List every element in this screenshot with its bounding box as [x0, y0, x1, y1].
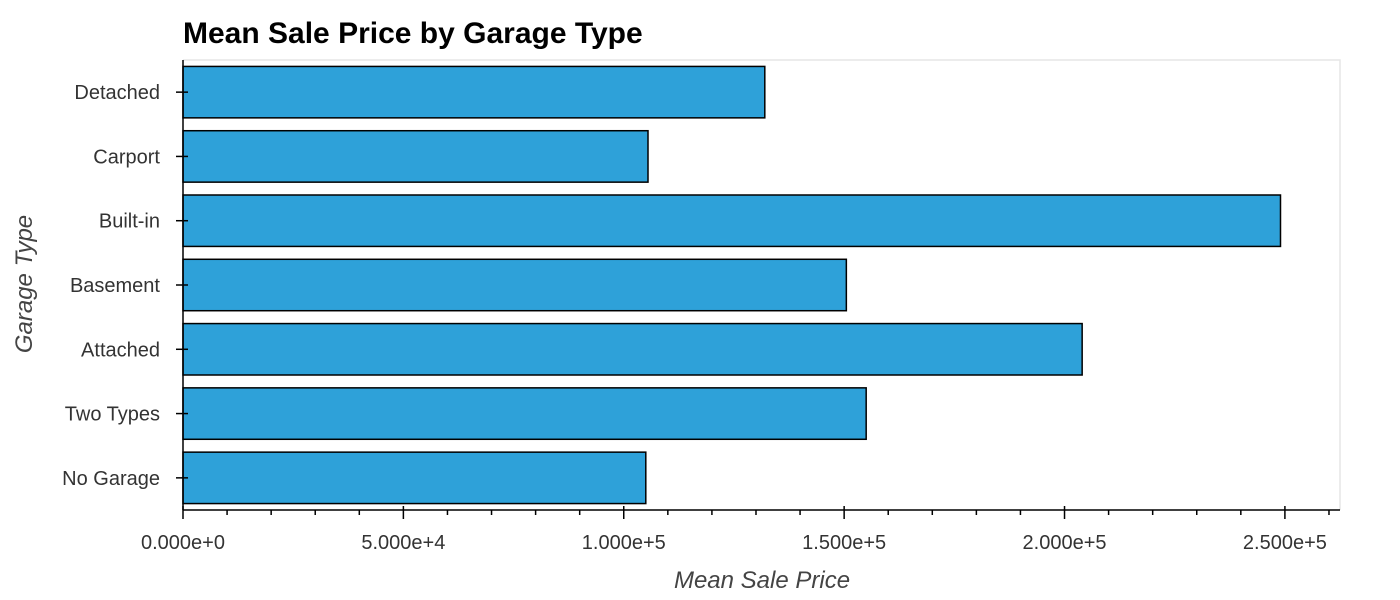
bar-basement [182, 258, 848, 312]
y-axis: No Garage Two Types Attached Basement Built-… [62, 60, 188, 510]
y-tick-label: Two Types [65, 404, 160, 426]
bar-attached [182, 322, 1083, 376]
chart-title: Mean Sale Price by Garage Type [183, 17, 643, 50]
x-axis-label: Mean Sale Price [674, 567, 850, 594]
x-tick-label: 0.000e+0 [141, 532, 225, 554]
bar-two-types [182, 387, 867, 441]
plot-border [183, 59, 1341, 510]
y-axis-label: Garage Type [11, 215, 38, 353]
x-tick-label: 2.500e+5 [1243, 532, 1327, 554]
x-axis: 0.000e+0 5.000e+4 1.000e+5 1.500e+5 2.000e+5… [141, 506, 1340, 554]
x-tick-label: 2.000e+5 [1023, 532, 1107, 554]
y-tick-label: Detached [74, 82, 160, 104]
x-tick-label: 1.500e+5 [802, 532, 886, 554]
x-tick-label: 1.000e+5 [582, 532, 666, 554]
y-tick-label: Built-in [99, 211, 160, 233]
bar-no-garage [182, 451, 647, 505]
bar-carport [182, 129, 649, 183]
x-tick-label: 5.000e+4 [361, 532, 445, 554]
bar-detached [182, 65, 766, 119]
y-tick-label: Basement [70, 275, 160, 297]
y-tick-label: No Garage [62, 468, 160, 490]
plot-frame [183, 59, 1341, 510]
bars [182, 65, 1282, 505]
bar-built-in [182, 194, 1282, 248]
y-tick-label: Attached [81, 339, 160, 361]
y-tick-label: Carport [93, 146, 160, 168]
